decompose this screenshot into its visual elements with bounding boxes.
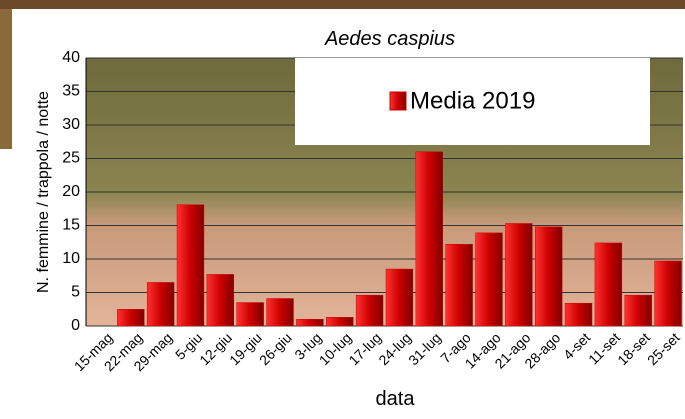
chart-title: Aedes caspius xyxy=(324,28,455,50)
top-strip xyxy=(0,0,685,9)
bar xyxy=(564,302,593,327)
bar xyxy=(296,319,324,327)
bar xyxy=(176,204,205,327)
legend-label: Media 2019 xyxy=(410,87,535,114)
bar xyxy=(475,232,503,327)
bar xyxy=(326,317,354,327)
x-axis-label: data xyxy=(376,388,416,410)
bar xyxy=(266,298,294,327)
x-tick-label: 25-set xyxy=(644,329,683,368)
x-tick-label: 11-set xyxy=(585,329,623,367)
bar xyxy=(415,151,443,327)
side-strip xyxy=(0,9,12,149)
legend-box xyxy=(295,58,650,145)
y-axis-label: N. femmine / trappola / notte xyxy=(35,91,52,293)
y-tick-label: 30 xyxy=(62,116,80,133)
x-tick-label: 26-giu xyxy=(256,329,295,368)
bar xyxy=(594,242,623,327)
x-tick-label: 18-set xyxy=(614,329,653,368)
bar xyxy=(146,282,175,327)
bar xyxy=(206,274,235,327)
bar xyxy=(534,226,563,327)
y-tick-label: 40 xyxy=(62,49,80,66)
x-tick-label: 19-giu xyxy=(226,329,265,368)
y-tick-label: 10 xyxy=(62,250,80,267)
bar xyxy=(445,244,473,327)
x-tick-label: 17-lug xyxy=(345,329,384,368)
y-tick-label: 15 xyxy=(62,217,80,234)
y-tick-label: 20 xyxy=(62,183,80,200)
y-tick-label: 25 xyxy=(62,150,80,167)
legend-swatch xyxy=(389,91,407,111)
bar xyxy=(624,294,652,327)
bar xyxy=(385,268,414,327)
y-tick-label: 5 xyxy=(71,284,80,301)
y-tick-label: 35 xyxy=(62,83,80,100)
y-tick-label: 0 xyxy=(71,317,80,334)
bar xyxy=(236,302,264,327)
bar xyxy=(505,223,533,327)
bar xyxy=(355,294,384,327)
bar xyxy=(654,260,682,327)
x-tick-label: 24-lug xyxy=(375,329,414,368)
x-tick-label: 10-lug xyxy=(316,329,355,368)
bar xyxy=(117,309,145,327)
x-tick-label: 12-giu xyxy=(196,329,235,368)
x-tick-label: 31-lug xyxy=(405,329,444,368)
